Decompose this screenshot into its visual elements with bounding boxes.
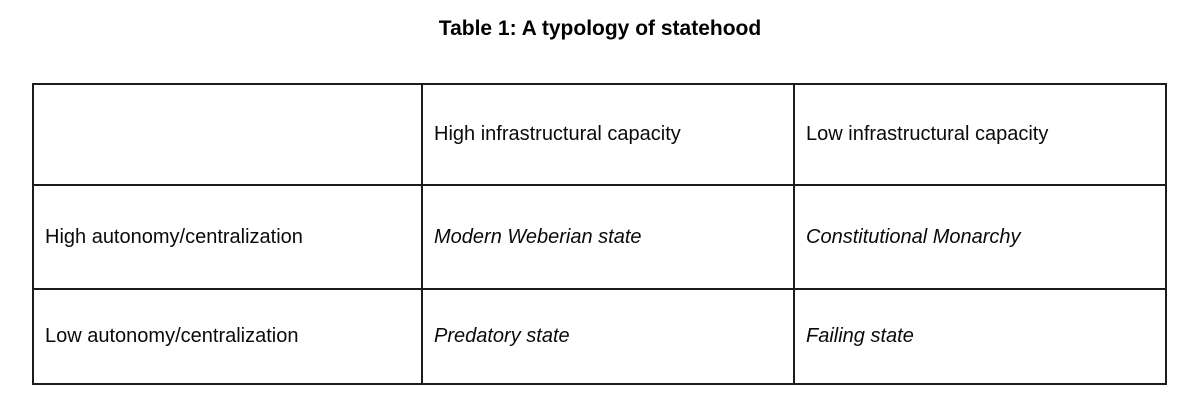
table-caption: Table 1: A typology of statehood xyxy=(438,17,762,40)
cell-predatory-state: Predatory state xyxy=(421,288,795,385)
typology-table: High infrastructural capacity Low infras… xyxy=(32,83,1167,385)
row-high-autonomy: High autonomy/centralization Modern Webe… xyxy=(32,184,1167,290)
row-label-high-autonomy: High autonomy/centralization xyxy=(32,184,423,290)
col-header-high-infrastructural-capacity: High infrastructural capacity xyxy=(421,83,795,186)
header-row: High infrastructural capacity Low infras… xyxy=(32,83,1167,186)
cell-failing-state: Failing state xyxy=(793,288,1167,385)
col-header-low-infrastructural-capacity: Low infrastructural capacity xyxy=(793,83,1167,186)
cell-constitutional-monarchy: Constitutional Monarchy xyxy=(793,184,1167,290)
row-label-low-autonomy: Low autonomy/centralization xyxy=(32,288,423,385)
cell-modern-weberian-state: Modern Weberian state xyxy=(421,184,795,290)
corner-cell xyxy=(32,83,423,186)
row-low-autonomy: Low autonomy/centralization Predatory st… xyxy=(32,288,1167,385)
